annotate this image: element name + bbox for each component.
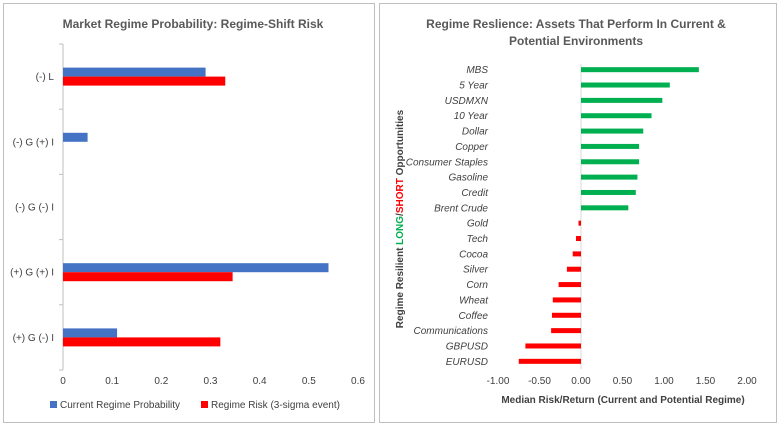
x-tick-label: -0.50 (528, 376, 551, 387)
category-label: Cocoa (459, 249, 488, 260)
bar-regime-risk (63, 272, 233, 282)
category-label: (-) G (-) I (15, 203, 54, 214)
category-label: Wheat (459, 295, 489, 306)
category-label: USDMXN (445, 96, 489, 107)
bar-short (551, 328, 581, 334)
legend-swatch-current (50, 401, 57, 408)
regime-resilience-panel: Regime Reslience: Assets That Perform In… (379, 3, 777, 423)
bar-short (518, 358, 581, 364)
y-axis-label-suffix: Opportunities (395, 109, 406, 178)
bar-short (558, 282, 581, 288)
category-label: (+) G (-) I (13, 333, 54, 344)
x-tick-label: 2.00 (737, 376, 757, 387)
x-tick-label: 0.2 (154, 376, 168, 387)
x-tick-label: 0.50 (613, 376, 633, 387)
bar-short (576, 236, 581, 242)
x-tick-label: 0.6 (351, 376, 365, 387)
x-tick-label: 0 (60, 376, 66, 387)
category-label: Communications (414, 326, 488, 337)
bar-long (581, 205, 629, 211)
x-tick-label: 0.00 (571, 376, 591, 387)
bar-regime-risk (63, 76, 226, 86)
category-label: Coffee (459, 311, 489, 322)
x-tick-label: -1.00 (487, 376, 510, 387)
bar-long (581, 113, 652, 119)
legend-label-risk: Regime Risk (3-sigma event) (211, 400, 340, 411)
category-label: 10 Year (454, 111, 489, 122)
bar-long (581, 82, 670, 88)
bar-short (566, 266, 581, 272)
legend-label-current: Current Regime Probability (60, 400, 180, 411)
category-label: (+) G (+) I (10, 268, 54, 279)
chart-title-line1: Regime Reslience: Assets That Perform In… (426, 17, 726, 31)
bar-long (581, 128, 644, 134)
x-axis-label: Median Risk/Return (Current and Potentia… (501, 395, 744, 406)
x-tick-label: 0.4 (253, 376, 267, 387)
bar-long (581, 189, 636, 195)
bar-long (581, 143, 640, 149)
bar-short (525, 343, 581, 349)
bar-short (572, 251, 581, 257)
bar-short (552, 297, 581, 303)
bar-short (578, 220, 581, 226)
category-label: Gold (467, 219, 489, 230)
y-axis-label-long: LONG (395, 216, 406, 245)
category-label: Brent Crude (434, 203, 488, 214)
category-label: EURUSD (446, 357, 488, 368)
x-tick-label: 1.50 (696, 376, 716, 387)
bar-current-probability (63, 67, 206, 77)
x-tick-label: 0.1 (105, 376, 119, 387)
legend: Current Regime Probability Regime Risk (… (50, 400, 340, 411)
x-tick-label: 0.5 (302, 376, 316, 387)
category-label: Consumer Staples (406, 157, 488, 168)
regime-resilience-chart: Regime Reslience: Assets That Perform In… (395, 17, 757, 406)
bar-long (581, 174, 638, 180)
chart-title-line2: Potential Environments (509, 34, 643, 48)
category-label: Corn (466, 280, 488, 291)
category-label: GBPUSD (446, 341, 488, 352)
x-tick-label: 1.00 (654, 376, 674, 387)
category-label: MBS (466, 65, 488, 76)
legend-swatch-risk (201, 401, 208, 408)
category-label: 5 Year (459, 81, 488, 92)
y-axis-label: Regime Resilient LONG/SHORT Opportunitie… (395, 109, 406, 328)
category-label: Tech (467, 234, 489, 245)
x-tick-label: 0.3 (204, 376, 218, 387)
category-label: Gasoline (449, 173, 489, 184)
bar-regime-risk (63, 337, 221, 347)
bar-long (581, 97, 663, 103)
y-axis-label-prefix: Regime Resilient (395, 245, 406, 328)
category-label: (-) G (+) I (13, 137, 54, 148)
bar-current-probability (63, 132, 88, 142)
category-label: Dollar (462, 127, 489, 138)
category-label: (-) L (36, 72, 55, 83)
category-label: Credit (461, 188, 489, 199)
y-axis-label-sep: / (395, 213, 406, 216)
category-label: Copper (455, 142, 488, 153)
regime-probability-panel: Market Regime Probability: Regime-Shift … (3, 3, 375, 423)
category-label: Silver (463, 265, 489, 276)
chart-title: Market Regime Probability: Regime-Shift … (63, 17, 324, 31)
bar-current-probability (63, 263, 329, 273)
regime-probability-chart: Market Regime Probability: Regime-Shift … (10, 17, 365, 411)
y-axis-label-short: SHORT (395, 178, 406, 213)
bar-current-probability (63, 328, 118, 338)
bar-short (551, 312, 581, 318)
bar-long (581, 67, 699, 73)
bar-long (581, 159, 640, 165)
